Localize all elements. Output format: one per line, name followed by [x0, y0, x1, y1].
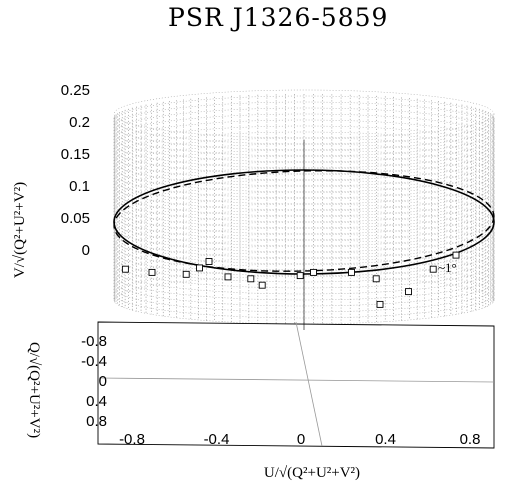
- mesh-ring: [113, 137, 495, 187]
- mesh-ring: [113, 95, 495, 145]
- y-tick-label: 0.05: [61, 210, 90, 227]
- data-point: [348, 268, 355, 276]
- x-tick-label: -0.8: [119, 431, 145, 448]
- data-point: [247, 275, 255, 283]
- mesh-ring: [113, 263, 495, 313]
- mesh-ring: [113, 89, 495, 139]
- mesh-ring: [113, 209, 495, 259]
- floor-plane: [97, 321, 495, 449]
- mesh-ring: [113, 107, 495, 157]
- angle-annotation: ~1°: [438, 260, 457, 275]
- mesh-ring: [113, 245, 495, 295]
- floor-u-axis: [295, 321, 323, 447]
- data-point: [296, 272, 304, 280]
- mesh-ring: [113, 215, 495, 265]
- mesh-ring: [113, 173, 495, 223]
- mesh-ring: [113, 119, 495, 169]
- x-tick-label: 0: [297, 431, 305, 448]
- data-point: [258, 281, 266, 289]
- mesh-ring: [113, 233, 495, 283]
- mesh-ring: [113, 185, 495, 235]
- mesh-ring: [113, 203, 495, 253]
- ellipse-curves: [113, 169, 495, 275]
- data-point: [205, 258, 213, 265]
- data-point: [405, 288, 412, 296]
- mesh-ring: [113, 275, 495, 325]
- y-tick-label: 0.2: [69, 114, 90, 131]
- x-tick-label: 0.4: [375, 431, 396, 448]
- mesh-ring: [113, 251, 495, 301]
- mesh-ring: [113, 149, 495, 199]
- z-tick-label: 0.8: [86, 413, 107, 430]
- mesh-ring: [113, 161, 495, 211]
- z-tick-label: -0.8: [81, 333, 107, 350]
- fit-ellipse-dashed: [113, 170, 495, 272]
- mesh-ring: [113, 239, 495, 289]
- data-point: [224, 273, 232, 281]
- z-tick-label: 0: [99, 373, 107, 390]
- data-point: [196, 264, 203, 272]
- mesh-ring: [113, 143, 495, 193]
- mesh-ring: [113, 227, 495, 277]
- y-tick-label: 0: [82, 242, 90, 259]
- y-tick-label: 0.15: [61, 146, 90, 163]
- data-point: [372, 275, 380, 283]
- tick-labels: 0 0.05 0.1 0.15 0.2 0.25 -0.8 -0.4 0 0.4 0.8 -0.8 -0…: [61, 82, 481, 448]
- x-tick-label: -0.4: [204, 431, 230, 448]
- data-point: [182, 270, 190, 278]
- floor-outline: [97, 321, 495, 449]
- mesh-ring: [113, 155, 495, 205]
- y-tick-label: 0.25: [61, 82, 90, 99]
- z-tick-label: 0.4: [86, 393, 107, 410]
- data-points: [121, 251, 460, 308]
- floor-q-axis: [97, 377, 495, 383]
- z-tick-label: -0.4: [81, 353, 107, 370]
- mesh-ring: [113, 269, 495, 319]
- mesh-ring: [113, 131, 495, 181]
- data-point: [376, 300, 384, 308]
- data-point: [148, 268, 156, 276]
- mesh-ring: [113, 179, 495, 229]
- cylinder-mesh: [113, 89, 495, 330]
- z-axis-label: Q/√(Q²+U²+V²): [26, 342, 42, 438]
- mesh-ring: [113, 101, 495, 151]
- data-point: [429, 265, 437, 273]
- x-tick-label: 0.8: [460, 431, 481, 448]
- mesh-ring: [113, 113, 495, 163]
- data-point: [310, 268, 317, 276]
- chart-title: PSR J1326-5859: [168, 3, 388, 32]
- data-point: [121, 265, 129, 273]
- mesh-ring: [113, 167, 495, 217]
- mesh-ring: [113, 257, 495, 307]
- y-axis-label: V/√(Q²+U²+V²): [12, 182, 28, 278]
- data-point: [452, 251, 460, 259]
- mesh-ring: [113, 125, 495, 175]
- x-axis-label: U/√(Q²+U²+V²): [264, 465, 360, 481]
- mesh-ring: [113, 221, 495, 271]
- y-tick-label: 0.1: [69, 178, 90, 195]
